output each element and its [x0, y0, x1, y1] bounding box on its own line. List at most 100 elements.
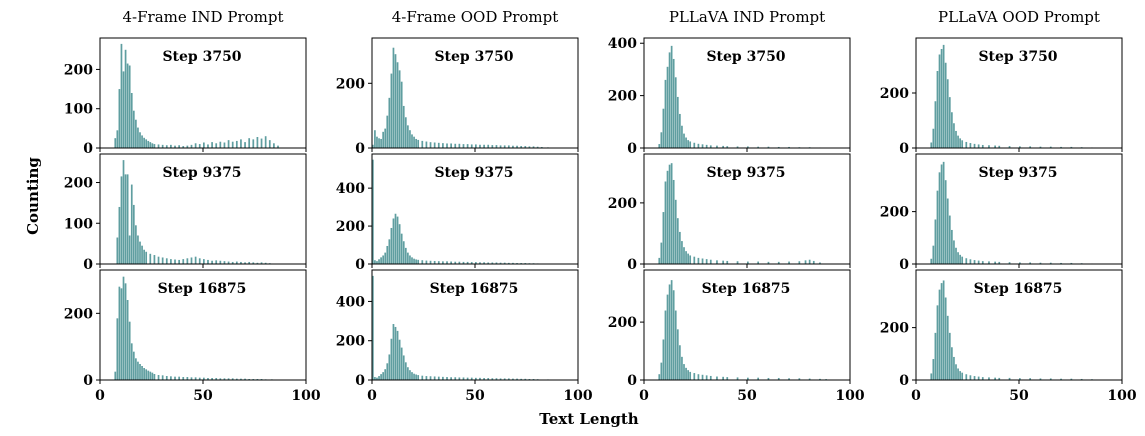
- column-title: 4-Frame OOD Prompt: [392, 8, 559, 26]
- histogram-bar: [190, 144, 193, 148]
- histogram-bar: [384, 369, 387, 380]
- histogram-bar: [466, 144, 469, 148]
- histogram-bar: [930, 142, 933, 148]
- histogram-bar: [747, 146, 749, 148]
- histogram-bar: [981, 261, 984, 264]
- histogram-bar: [1029, 378, 1032, 380]
- x-tick-label: 0: [367, 388, 377, 404]
- histogram-bar: [670, 280, 673, 380]
- histogram-bar: [219, 260, 222, 264]
- y-tick-label: 100: [64, 102, 93, 118]
- histogram-bar: [940, 164, 943, 264]
- y-tick-label: 200: [608, 196, 637, 212]
- histogram-bar: [404, 117, 407, 148]
- histogram-bar: [777, 377, 780, 380]
- x-tick-label: 0: [95, 388, 105, 404]
- histogram-bar: [1080, 378, 1083, 380]
- y-tick-label: 0: [83, 141, 93, 157]
- histogram-bar: [248, 138, 251, 148]
- histogram-bar: [392, 47, 395, 148]
- histogram-bar: [788, 261, 790, 264]
- step-label: Step 16875: [158, 281, 247, 297]
- histogram-bar: [194, 256, 197, 264]
- histogram-bar: [676, 96, 679, 148]
- histogram-bar: [705, 259, 708, 264]
- histogram-bar: [376, 136, 378, 148]
- histogram-bar: [244, 142, 246, 148]
- histogram-bar: [722, 260, 724, 264]
- histogram-bar: [701, 374, 704, 380]
- histogram-bar: [697, 143, 700, 148]
- histogram-bar: [1060, 378, 1062, 380]
- histogram-bar: [777, 146, 780, 148]
- histogram-bar: [934, 101, 937, 148]
- histogram-bar: [446, 261, 448, 264]
- histogram-bar: [679, 345, 681, 380]
- histogram-bar: [683, 364, 685, 380]
- histogram-bar: [670, 163, 673, 264]
- histogram-bar: [137, 127, 139, 148]
- histogram-bar: [1029, 262, 1032, 264]
- histogram-bar: [207, 378, 209, 380]
- histogram-bar: [664, 79, 667, 148]
- histogram-bar: [470, 144, 473, 148]
- histogram-bar: [264, 136, 267, 148]
- step-label: Step 16875: [430, 281, 519, 297]
- histogram-bar: [388, 97, 391, 148]
- histogram-bar: [198, 258, 201, 264]
- histogram-bar: [384, 252, 387, 264]
- histogram-bar: [118, 206, 121, 264]
- histogram-bar: [940, 283, 943, 380]
- histogram-bar: [235, 378, 238, 380]
- histogram-bar: [273, 143, 275, 148]
- histogram-bar: [421, 140, 424, 148]
- histogram-bar: [687, 140, 689, 148]
- histogram-bar: [536, 146, 539, 148]
- y-tick-label: 200: [64, 306, 93, 322]
- histogram-bar: [128, 321, 131, 380]
- histogram-bar: [147, 140, 150, 148]
- histogram-bar: [676, 218, 679, 264]
- histogram-bar: [1070, 378, 1073, 380]
- histogram-bar: [683, 247, 685, 264]
- histogram-bar: [722, 145, 724, 148]
- histogram-bar: [458, 143, 461, 148]
- histogram-bar: [666, 170, 669, 264]
- histogram-bar: [936, 190, 939, 264]
- histogram-bar: [128, 65, 131, 148]
- histogram-bar: [961, 140, 964, 148]
- histogram-bar: [429, 142, 432, 148]
- histogram-panel: 0 200 Step 3750: [336, 37, 579, 157]
- histogram-bar: [190, 257, 193, 264]
- histogram-bar: [223, 142, 226, 148]
- histogram-bar: [1039, 262, 1042, 264]
- histogram-bar: [390, 338, 393, 380]
- histogram-bar: [223, 378, 226, 380]
- histogram-bar: [961, 256, 964, 264]
- histogram-bar: [458, 377, 461, 380]
- histogram-bar: [757, 261, 760, 264]
- histogram-bar: [227, 261, 230, 264]
- histogram-bar: [153, 255, 156, 264]
- histogram-bar: [137, 361, 139, 380]
- histogram-bar: [808, 378, 811, 380]
- histogram-bar: [767, 261, 770, 264]
- histogram-bar: [442, 143, 444, 148]
- y-tick-label: 200: [608, 315, 637, 331]
- histogram-bar: [429, 260, 432, 264]
- histogram-bar: [256, 137, 259, 148]
- histogram-bar: [421, 260, 424, 264]
- step-label: Step 3750: [434, 49, 513, 65]
- histogram-bar: [382, 255, 385, 264]
- histogram-bar: [689, 371, 692, 380]
- histogram-bar: [512, 262, 514, 264]
- histogram-bar: [203, 259, 205, 264]
- histogram-bar: [404, 362, 407, 380]
- histogram-bar: [697, 257, 700, 264]
- histogram-bar: [1019, 146, 1021, 148]
- histogram-bar: [130, 93, 133, 148]
- histogram-bar: [161, 257, 164, 264]
- histogram-bar: [157, 375, 160, 380]
- y-tick-label: 0: [899, 373, 909, 389]
